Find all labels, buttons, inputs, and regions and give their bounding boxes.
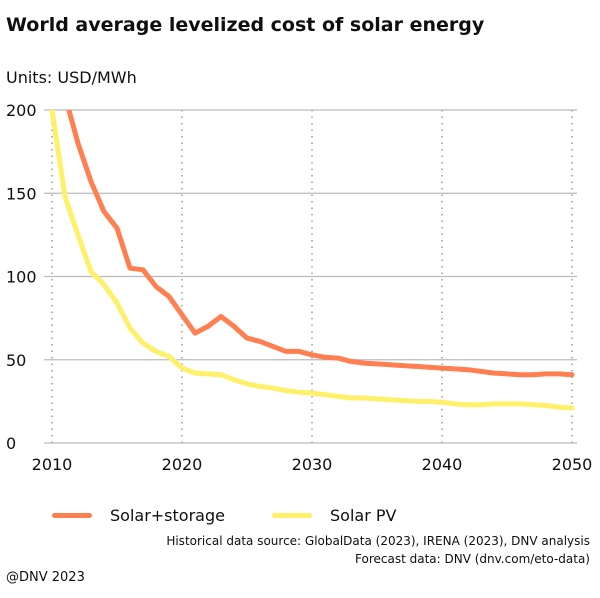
units-label: Units: USD/MWh [6,68,137,87]
source-historical: Historical data source: GlobalData (2023… [166,534,590,548]
y-tick-label: 200 [6,101,37,120]
source-forecast: Forecast data: DNV (dnv.com/eto-data) [355,552,590,566]
legend-swatch-solar-storage [52,513,92,518]
legend-swatch-solar-pv [272,513,312,518]
legend-item-solar-pv: Solar PV [272,506,396,525]
x-tick-label: 2020 [162,455,203,474]
chart-title: World average levelized cost of solar en… [6,14,485,36]
copyright: @DNV 2023 [6,570,85,585]
legend-label: Solar PV [330,506,397,525]
legend-item-solar-storage: Solar+storage [52,506,225,525]
x-tick-label: 2030 [292,455,333,474]
series-line-solar-storage [66,110,575,378]
x-tick-label: 2040 [422,455,463,474]
y-tick-label: 100 [6,268,37,287]
y-tick-label: 50 [6,351,26,370]
legend-label: Solar+storage [110,506,225,525]
x-tick-label: 2050 [552,455,593,474]
y-tick-label: 0 [6,434,16,453]
y-tick-label: 150 [6,184,37,203]
x-tick-label: 2010 [32,455,73,474]
series-line-solar-pv [49,110,575,411]
